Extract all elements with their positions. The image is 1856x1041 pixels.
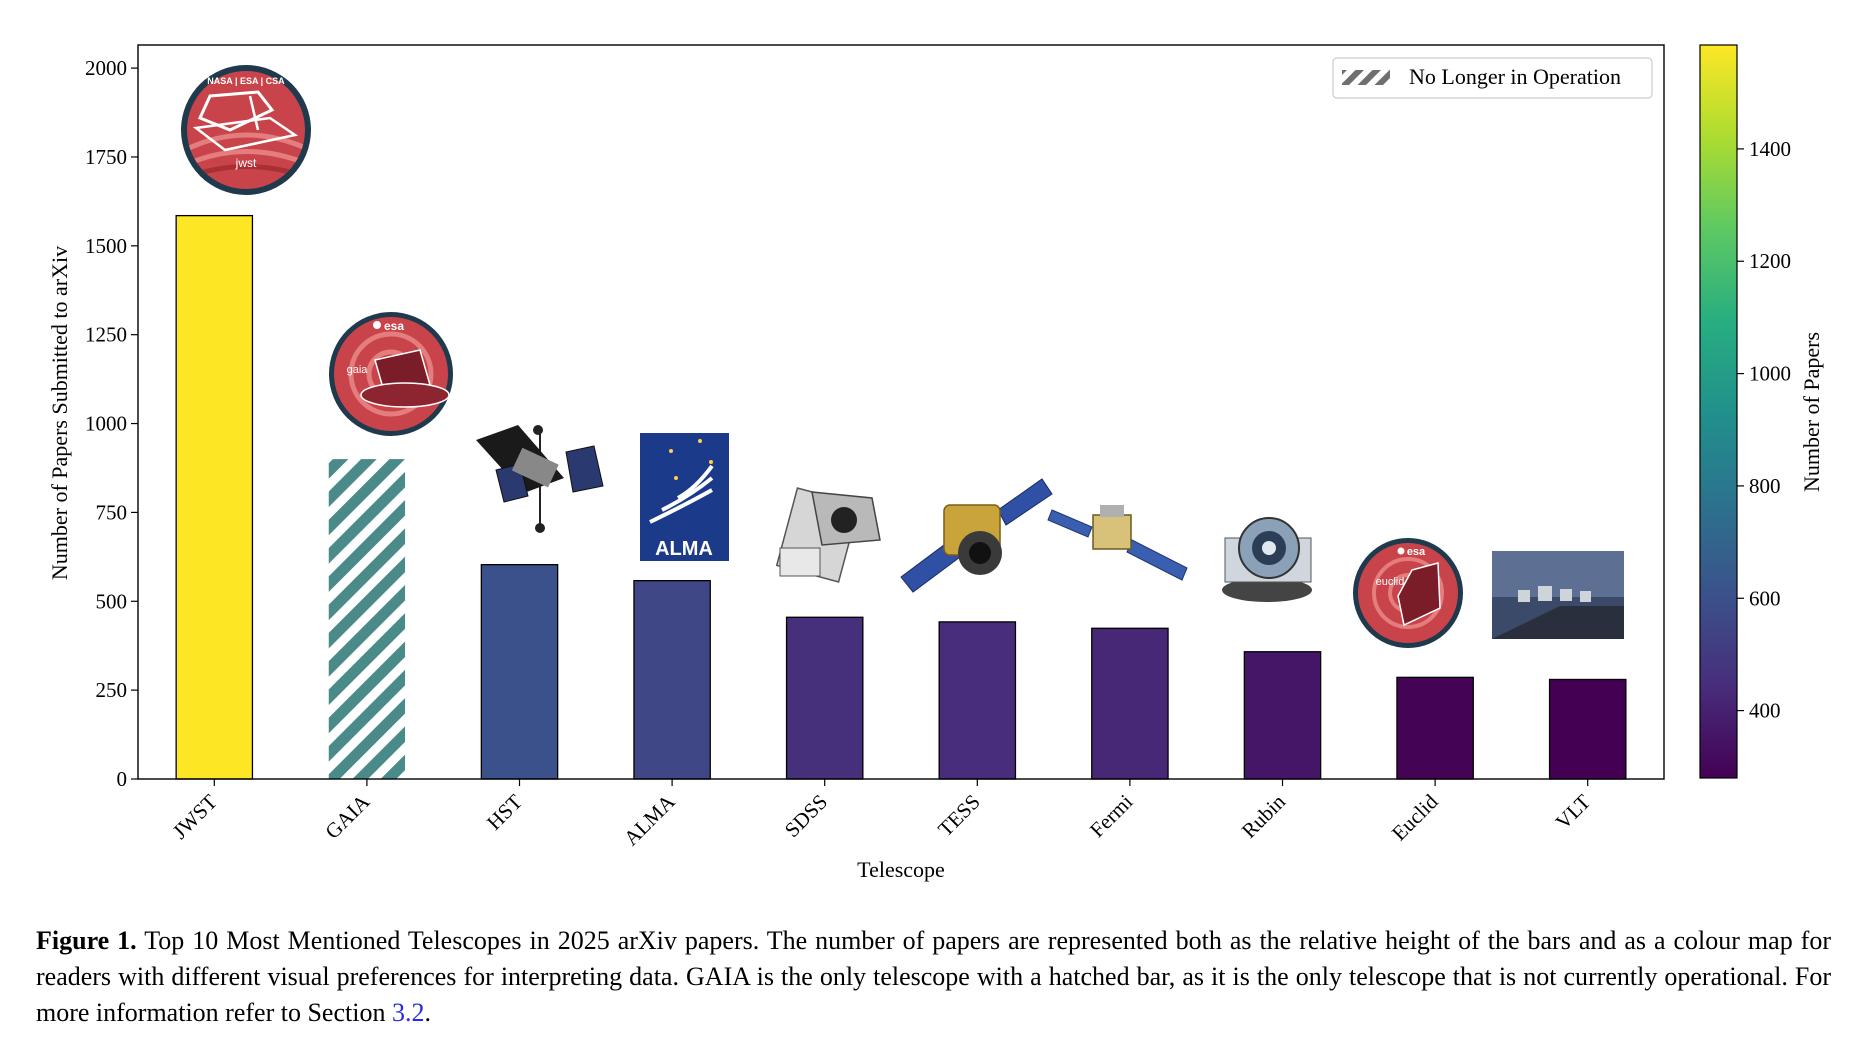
vlt-observatory-photo-icon [1492,551,1624,639]
hubble-telescope-icon [476,425,604,533]
y-tick-label: 1500 [85,234,127,258]
y-tick-label: 750 [96,500,128,524]
tess-satellite-icon [900,478,1053,593]
x-tick-label-rubin: Rubin [1237,789,1291,843]
bar-tess [938,621,1017,780]
y-tick-label: 500 [96,589,128,613]
x-tick-label-euclid: Euclid [1387,789,1443,845]
x-tick-label-fermi: Fermi [1085,789,1138,842]
euclid-patch-name-text: euclid [1376,576,1405,588]
x-tick-label-sdss: SDSS [780,790,832,842]
caption-end: . [424,998,431,1027]
x-axis-label: Telescope [857,857,945,882]
colorbar-tick-label: 1200 [1749,249,1791,273]
legend-label: No Longer in Operation [1409,64,1621,89]
colorbar-ticks: 400 600 800 1000 1200 1400 [1737,137,1791,723]
bar-alma [633,580,711,780]
bar-euclid [1396,676,1474,780]
x-tick-label-gaia: GAIA [320,789,375,844]
gaia-mission-patch-icon: esa gaia [329,312,453,436]
bars [175,214,1627,780]
bar-gaia [328,459,406,779]
legend: No Longer in Operation [1332,57,1653,99]
bar-hst [480,564,559,780]
colorbar-tick-label: 400 [1749,699,1781,723]
legend-hatch-swatch [1342,70,1390,85]
x-tick-label-vlt: VLT [1551,789,1596,834]
fermi-satellite-icon [1047,505,1188,581]
bar-fermi [1091,627,1169,780]
alma-logo-icon: ALMA [640,433,729,561]
colorbar-gradient [1699,44,1738,779]
legend-box [1332,57,1653,99]
colorbar: 400 600 800 1000 1200 1400 Number of Papers [1699,44,1824,779]
y-tick-label: 1000 [85,412,127,436]
y-tick-label: 2000 [85,56,127,80]
bar-sdss [785,616,864,780]
y-axis-label: Number of Papers Submitted to arXiv [47,246,72,580]
euclid-patch-agency-text: esa [1407,546,1426,558]
x-tick-label-hst: HST [482,789,527,834]
y-axis-ticks: 0 250 500 750 1000 1250 1500 1750 2000 [85,56,138,791]
colorbar-tick-label: 1000 [1749,362,1791,386]
jwst-patch-name-text: jwst [235,156,257,170]
bar-vlt [1548,678,1627,780]
colorbar-tick-label: 800 [1749,474,1781,498]
y-tick-label: 1750 [85,145,127,169]
x-tick-label-alma: ALMA [619,789,680,850]
x-tick-label-jwst: JWST [168,789,222,843]
colorbar-tick-label: 600 [1749,586,1781,610]
section-link[interactable]: 3.2 [391,998,425,1027]
caption-text: Top 10 Most Mentioned Telescopes in 2025… [36,926,1831,1027]
alma-logo-text: ALMA [655,538,713,560]
jwst-mission-patch-icon: NASA | ESA | CSA jwst [181,65,311,195]
bar-rubin [1243,651,1322,780]
figure-label: Figure 1. [36,926,137,955]
x-axis-ticks: JWST GAIA HST ALMA SDSS TESS Fermi Rubin Euclid V… [168,779,1596,850]
bar-jwst [175,214,254,780]
jwst-patch-ring-text: NASA | ESA | CSA [207,76,285,86]
y-tick-label: 0 [117,767,128,791]
rubin-observatory-icon [1222,517,1312,602]
y-tick-label: 1250 [85,323,127,347]
euclid-mission-patch-icon: esa euclid [1353,538,1463,648]
x-tick-label-tess: TESS [933,790,985,842]
gaia-patch-name-text: gaia [347,364,369,376]
colorbar-tick-label: 1400 [1749,137,1791,161]
y-tick-label: 250 [96,678,128,702]
bar-chart: Number of Papers Submitted to arXiv Tele… [47,44,1824,882]
sdss-telescope-icon [775,487,881,583]
figure-caption: Figure 1. Top 10 Most Mentioned Telescop… [36,923,1831,1031]
colorbar-label: Number of Papers [1799,332,1824,492]
gaia-patch-agency-text: esa [384,319,404,333]
plot-frame [137,44,1665,780]
